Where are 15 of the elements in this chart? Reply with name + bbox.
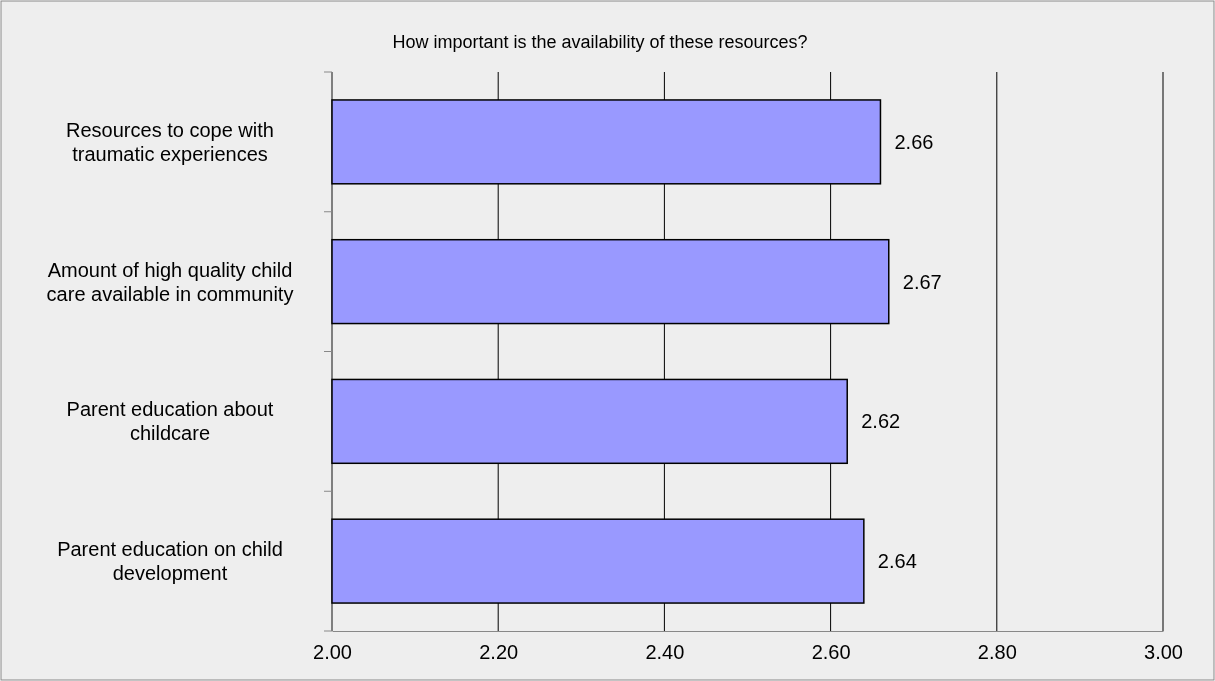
x-tick-label: 2.60 <box>811 641 851 664</box>
data-label: 2.67 <box>902 270 942 293</box>
x-tick-label: 2.20 <box>479 641 519 664</box>
y-tick-label: Resources to cope with traumatic experiences <box>66 118 274 165</box>
y-tick-label: Parent education on child development <box>57 538 283 585</box>
y-tick-label: Parent education about childcare <box>66 398 274 445</box>
data-label: 2.64 <box>877 550 917 573</box>
chart-title: How important is the availability of these resources? <box>392 32 808 52</box>
y-tick-label: Amount of high quality child care available in community <box>46 258 294 305</box>
x-tick-label: 2.00 <box>313 641 352 664</box>
x-tick-label: 2.80 <box>977 641 1017 664</box>
data-label: 2.62 <box>861 410 901 433</box>
data-label: 2.66 <box>894 130 934 153</box>
x-tick-label: 2.40 <box>645 641 685 664</box>
x-tick-label: 3.00 <box>1144 641 1183 664</box>
